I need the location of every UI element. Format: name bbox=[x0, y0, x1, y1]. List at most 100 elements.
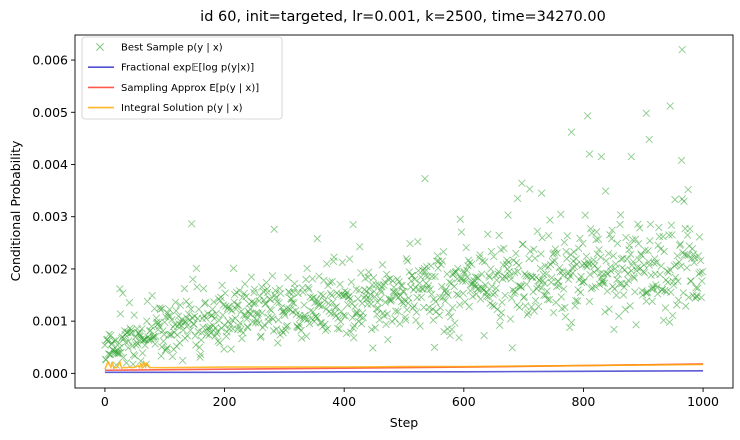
scatter-point bbox=[487, 265, 495, 273]
scatter-point bbox=[304, 283, 313, 292]
scatter-point bbox=[640, 269, 649, 277]
scatter-point bbox=[125, 337, 133, 345]
scatter-point bbox=[384, 335, 392, 344]
scatter-point bbox=[327, 291, 336, 300]
scatter-point bbox=[434, 257, 443, 265]
scatter-point bbox=[443, 270, 451, 278]
scatter-point bbox=[683, 264, 691, 272]
scatter-point bbox=[105, 330, 113, 339]
scatter-point bbox=[613, 239, 622, 248]
scatter-point bbox=[630, 274, 639, 282]
scatter-point bbox=[493, 305, 502, 314]
scatter-point bbox=[561, 303, 569, 312]
scatter-point bbox=[698, 277, 706, 285]
scatter-point bbox=[328, 277, 336, 286]
scatter-point bbox=[621, 305, 630, 314]
scatter-point bbox=[251, 299, 259, 307]
scatter-point bbox=[400, 296, 409, 305]
scatter-point bbox=[581, 211, 589, 219]
scatter-point bbox=[697, 293, 706, 302]
scatter-point bbox=[679, 289, 688, 297]
scatter-point bbox=[579, 239, 587, 248]
scatter-point bbox=[693, 284, 702, 292]
scatter-point bbox=[642, 109, 650, 118]
scatter-point bbox=[485, 271, 493, 280]
scatter-point bbox=[412, 316, 420, 325]
scatter-point bbox=[324, 299, 333, 308]
series-line bbox=[104, 369, 704, 374]
scatter-point bbox=[187, 305, 195, 313]
scatter-point bbox=[642, 297, 650, 305]
scatter-point bbox=[463, 273, 472, 281]
scatter-point bbox=[216, 339, 224, 347]
scatter-point bbox=[172, 307, 180, 315]
scatter-point bbox=[301, 314, 310, 323]
scatter-point bbox=[394, 307, 402, 316]
scatter-point bbox=[351, 310, 360, 318]
scatter-point bbox=[242, 292, 250, 301]
scatter-point bbox=[405, 294, 413, 302]
scatter-point bbox=[253, 311, 262, 319]
scatter-point bbox=[357, 319, 366, 328]
scatter-point bbox=[283, 321, 292, 330]
scatter-point bbox=[155, 322, 164, 330]
scatter-point bbox=[218, 281, 226, 290]
scatter-point bbox=[362, 287, 371, 295]
scatter-point bbox=[378, 261, 387, 269]
scatter-point bbox=[634, 240, 643, 248]
scatter-point bbox=[181, 318, 190, 326]
series-0 bbox=[101, 45, 707, 369]
scatter-point bbox=[568, 269, 577, 277]
scatter-point bbox=[574, 244, 583, 253]
scatter-point bbox=[638, 291, 647, 299]
x-tick-label: 1000 bbox=[687, 394, 719, 409]
scatter-point bbox=[165, 305, 174, 314]
legend-item: Sampling Approx E[p(y | x)] bbox=[88, 83, 259, 94]
scatter-point bbox=[236, 319, 244, 327]
scatter-point bbox=[326, 278, 334, 286]
scatter-point bbox=[654, 241, 662, 250]
scatter-point bbox=[644, 247, 652, 255]
scatter-point bbox=[347, 328, 355, 336]
scatter-point bbox=[601, 187, 610, 195]
scatter-point bbox=[262, 278, 271, 287]
x-axis: 0 200 400 600 800 1000 bbox=[101, 388, 719, 409]
y-tick-label: 0.002 bbox=[32, 261, 68, 276]
scatter-point bbox=[302, 332, 311, 340]
scatter-point bbox=[420, 303, 428, 312]
scatter-point bbox=[656, 245, 665, 253]
scatter-point bbox=[363, 300, 372, 308]
scatter-point bbox=[626, 302, 634, 310]
scatter-point bbox=[151, 340, 159, 348]
scatter-point bbox=[163, 309, 172, 317]
scatter-point bbox=[348, 313, 357, 322]
scatter-point bbox=[467, 260, 476, 269]
scatter-point bbox=[520, 293, 528, 301]
scatter-point bbox=[321, 320, 329, 329]
scatter-point bbox=[417, 273, 425, 281]
scatter-point bbox=[319, 292, 327, 300]
scatter-point bbox=[351, 302, 359, 311]
scatter-point bbox=[622, 233, 630, 242]
scatter-point bbox=[309, 308, 317, 316]
scatter-point bbox=[270, 225, 278, 233]
scatter-point bbox=[345, 293, 353, 301]
scatter-point bbox=[244, 323, 252, 332]
scatter-point bbox=[561, 312, 570, 321]
scatter-point bbox=[484, 293, 493, 301]
scatter-point bbox=[344, 300, 352, 309]
scatter-point bbox=[617, 255, 625, 263]
scatter-point bbox=[289, 288, 298, 296]
scatter-point bbox=[461, 277, 470, 285]
scatter-point bbox=[597, 152, 606, 161]
scatter-point bbox=[511, 287, 519, 296]
scatter-point bbox=[395, 277, 403, 286]
scatter-point bbox=[616, 211, 625, 219]
scatter-point bbox=[391, 307, 400, 315]
scatter-point bbox=[592, 235, 600, 244]
y-tick-label: 0.003 bbox=[32, 209, 68, 224]
scatter-point bbox=[195, 343, 204, 351]
chart-title: id 60, init=targeted, lr=0.001, k=2500, … bbox=[200, 9, 606, 25]
scatter-point bbox=[117, 348, 125, 356]
scatter-point bbox=[311, 299, 319, 307]
